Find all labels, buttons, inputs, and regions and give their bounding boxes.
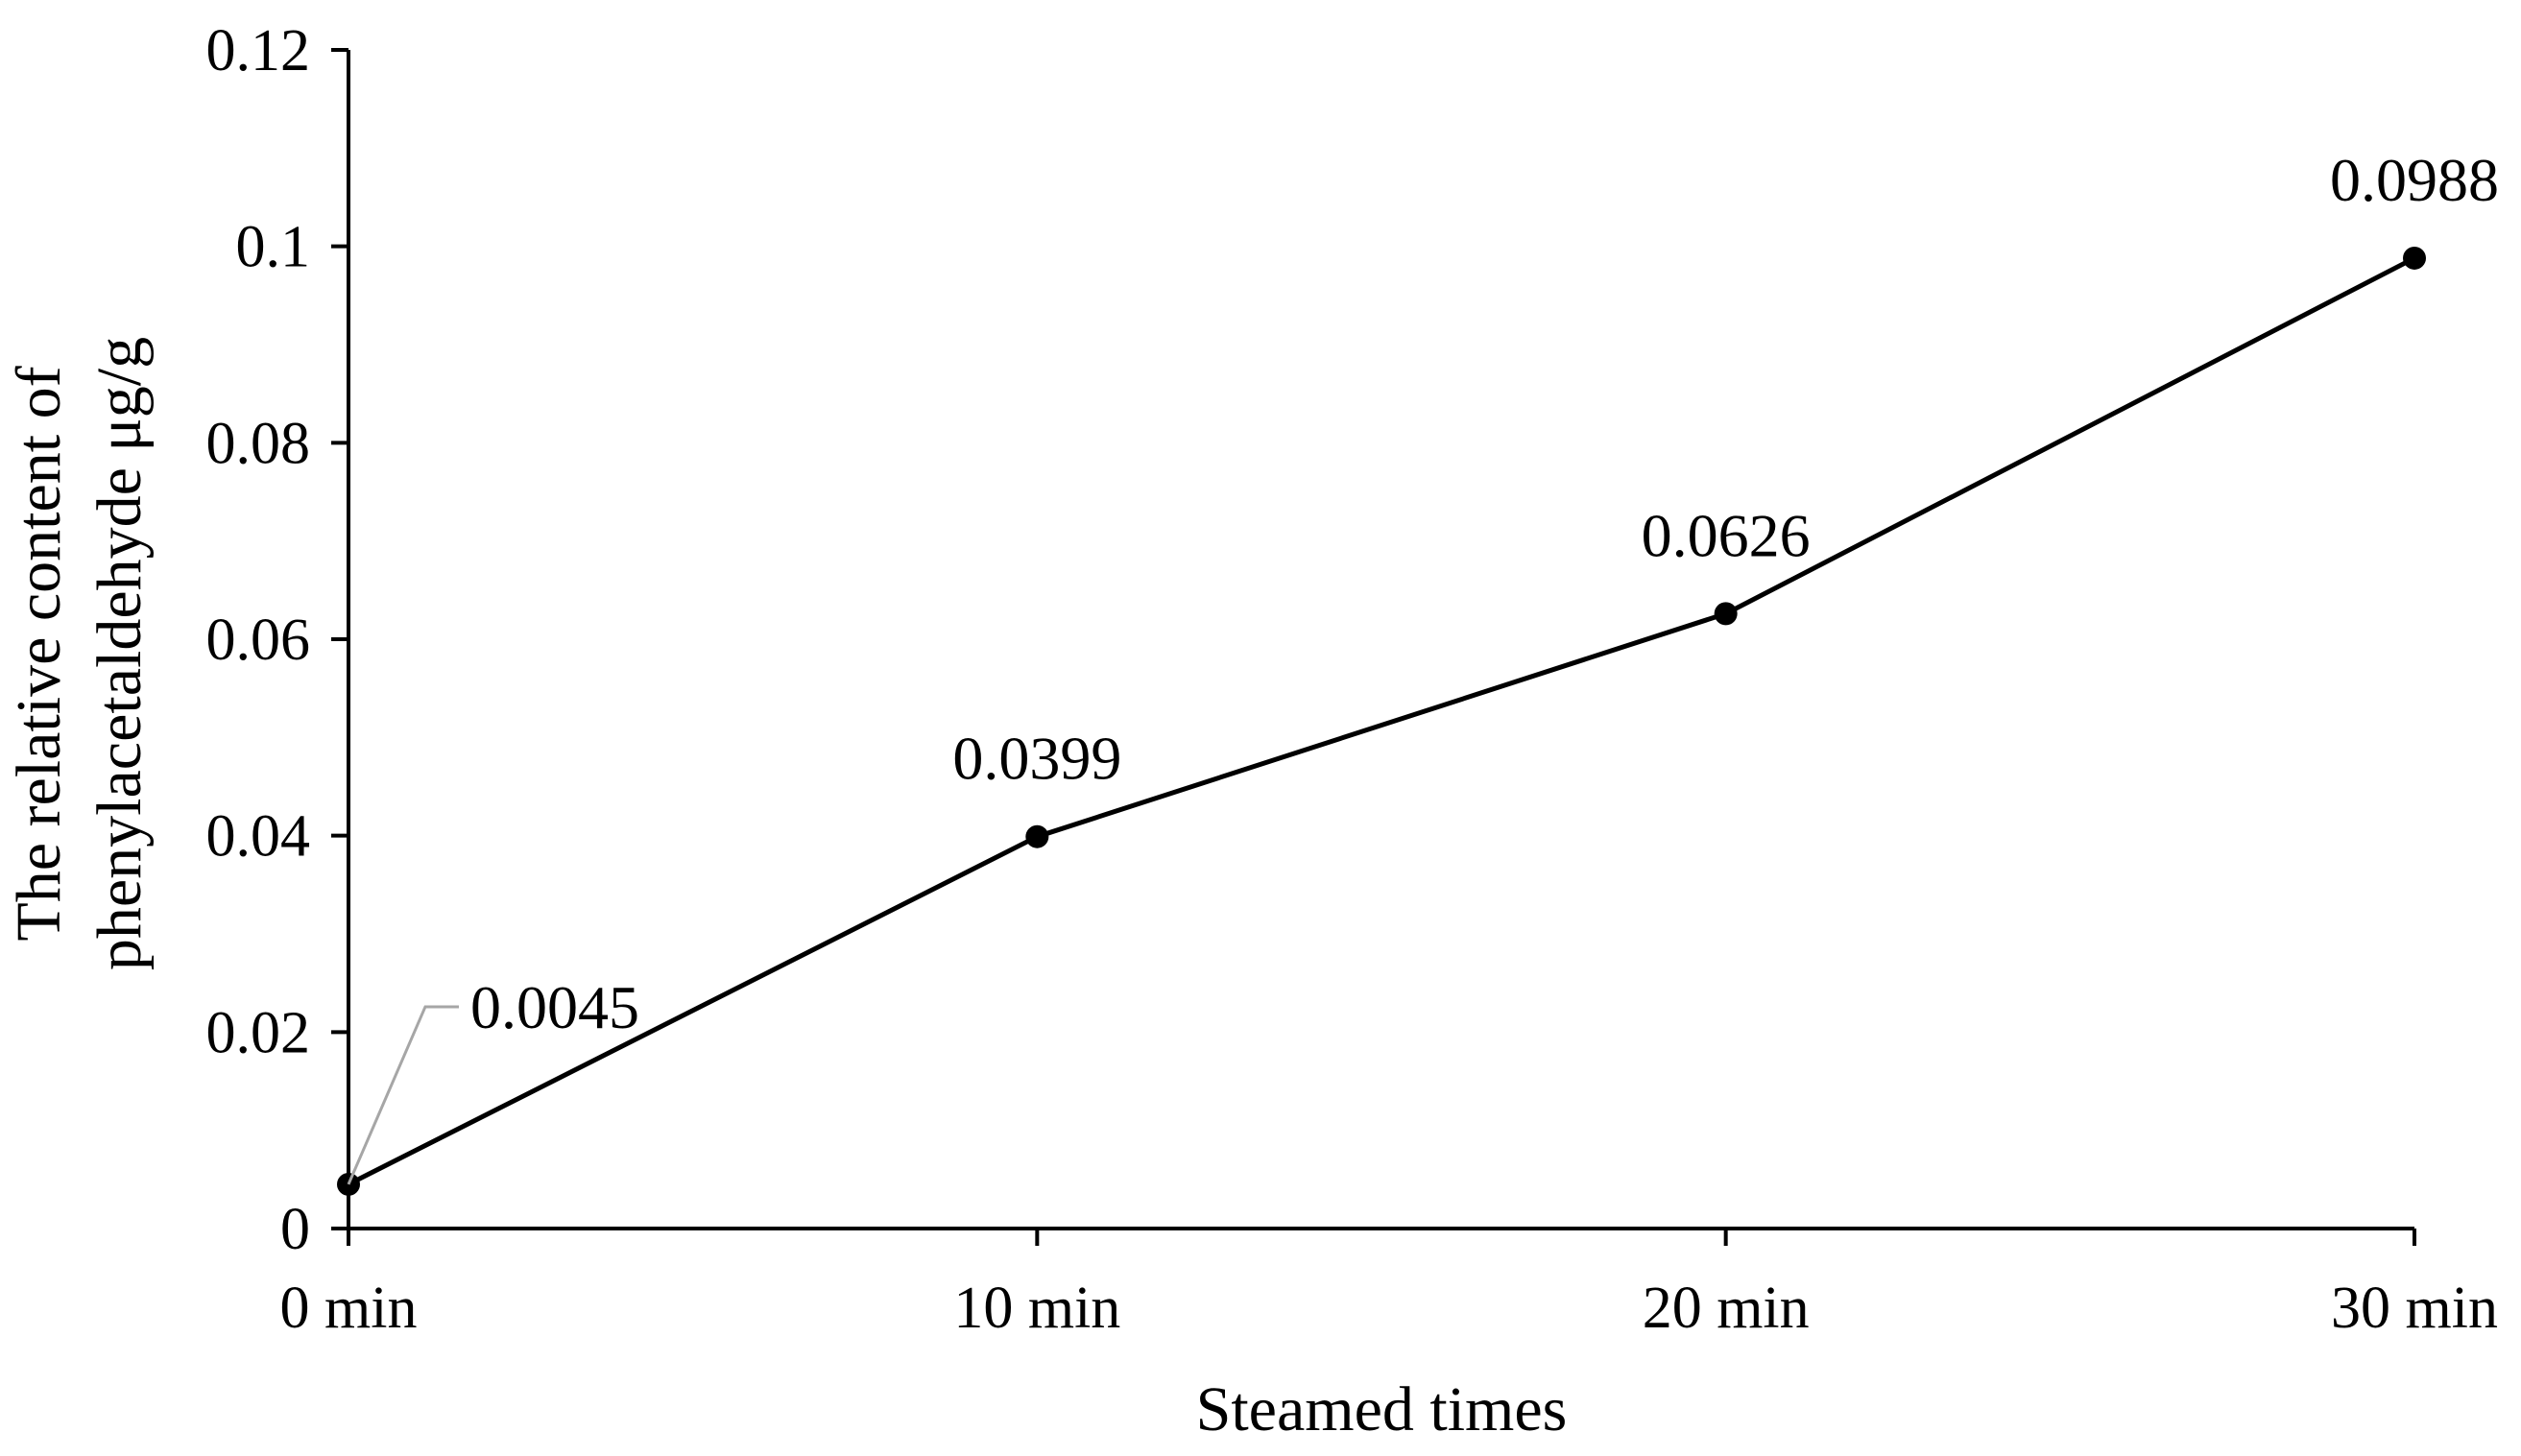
y-axis-title-line-1: The relative content of (4, 366, 74, 941)
x-axis-title: Steamed times (1196, 1374, 1568, 1444)
y-tick-label: 0.1 (236, 215, 311, 280)
data-point (1025, 824, 1049, 848)
x-tick-label: 20 min (1643, 1276, 1810, 1341)
data-point (1714, 602, 1738, 626)
x-tick-label: 30 min (2331, 1276, 2498, 1341)
y-tick-label: 0.02 (206, 1000, 311, 1065)
y-tick-label: 0.08 (206, 411, 311, 476)
y-tick-label: 0.06 (206, 608, 311, 673)
series-line (347, 255, 2416, 1187)
leader-line (347, 1005, 459, 1185)
data-label: 0.0399 (952, 725, 1121, 793)
x-tick-label: 10 min (953, 1276, 1120, 1341)
data-label: 0.0045 (470, 973, 639, 1041)
data-label: 0.0988 (2330, 146, 2499, 214)
series-layer (337, 246, 2426, 1196)
y-axis-title-line-2: phenylacetaldehyde μg/g (84, 337, 155, 970)
data-label: 0.0626 (1642, 501, 1811, 569)
y-tick-label: 0 (280, 1197, 310, 1262)
x-tick-label: 0 min (280, 1276, 418, 1341)
y-tick-label: 0.04 (206, 804, 311, 870)
data-point (2403, 246, 2426, 270)
data-labels: 0.0045 0.0399 0.0626 0.0988 (347, 146, 2499, 1185)
y-axis: 0 0.02 0.04 0.06 0.08 0.1 0.12 (206, 18, 350, 1262)
x-axis: 0 min 10 min 20 min 30 min (280, 1227, 2498, 1341)
y-tick-label: 0.12 (206, 18, 311, 84)
